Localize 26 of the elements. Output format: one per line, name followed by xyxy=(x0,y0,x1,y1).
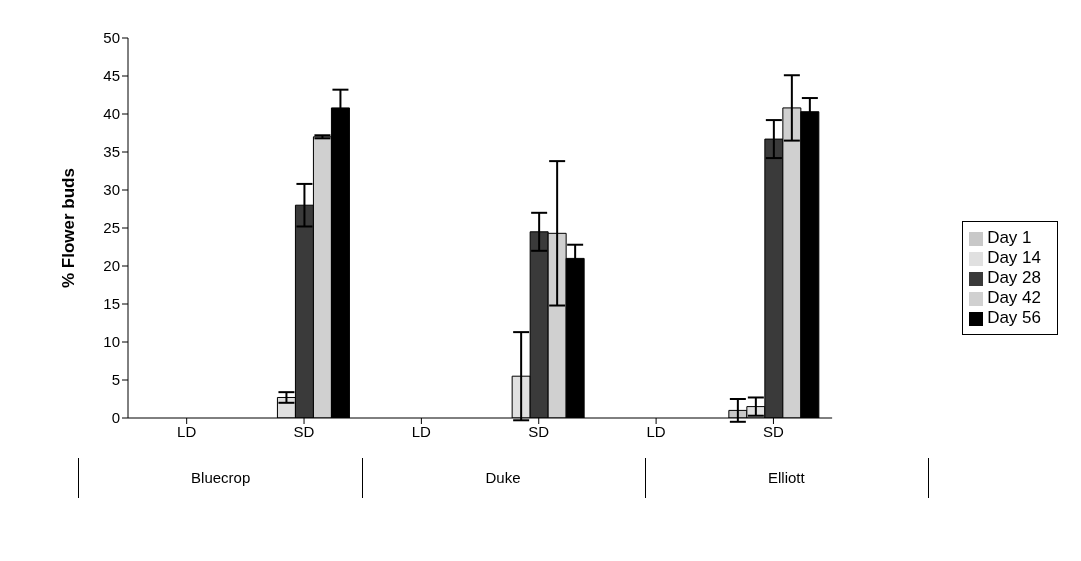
x-tick-label: SD xyxy=(528,422,550,440)
text: Bluecrop xyxy=(78,458,364,498)
y-tick-label: 45 xyxy=(103,67,120,85)
y-tick-label: 25 xyxy=(103,219,120,237)
legend-label: Day 56 xyxy=(987,308,1041,327)
x-tick-label: SD xyxy=(293,422,315,440)
x-tick-label: LD xyxy=(177,422,197,440)
y-tick-label: 40 xyxy=(103,105,120,123)
y-axis-title: % Flower buds xyxy=(59,168,79,288)
legend-label: Day 14 xyxy=(987,248,1041,267)
y-tick-label: 50 xyxy=(103,29,120,47)
y-tick-label: 5 xyxy=(111,371,120,389)
y-tick-label: 15 xyxy=(103,295,120,313)
y-tick-label: 10 xyxy=(103,333,120,351)
y-tick-label: 30 xyxy=(103,181,120,199)
legend-label: Day 28 xyxy=(987,268,1041,287)
text: Duke xyxy=(361,458,646,498)
legend-label: Day 1 xyxy=(987,228,1032,247)
y-tick-label: 35 xyxy=(103,143,120,161)
text: Elliott xyxy=(644,458,929,498)
y-tick-label: 20 xyxy=(103,257,120,275)
legend-label: Day 42 xyxy=(987,288,1041,307)
y-tick-label: 0 xyxy=(111,409,120,427)
x-tick-label: LD xyxy=(646,422,666,440)
x-tick-label: SD xyxy=(763,422,785,440)
x-tick-label: LD xyxy=(411,422,432,440)
